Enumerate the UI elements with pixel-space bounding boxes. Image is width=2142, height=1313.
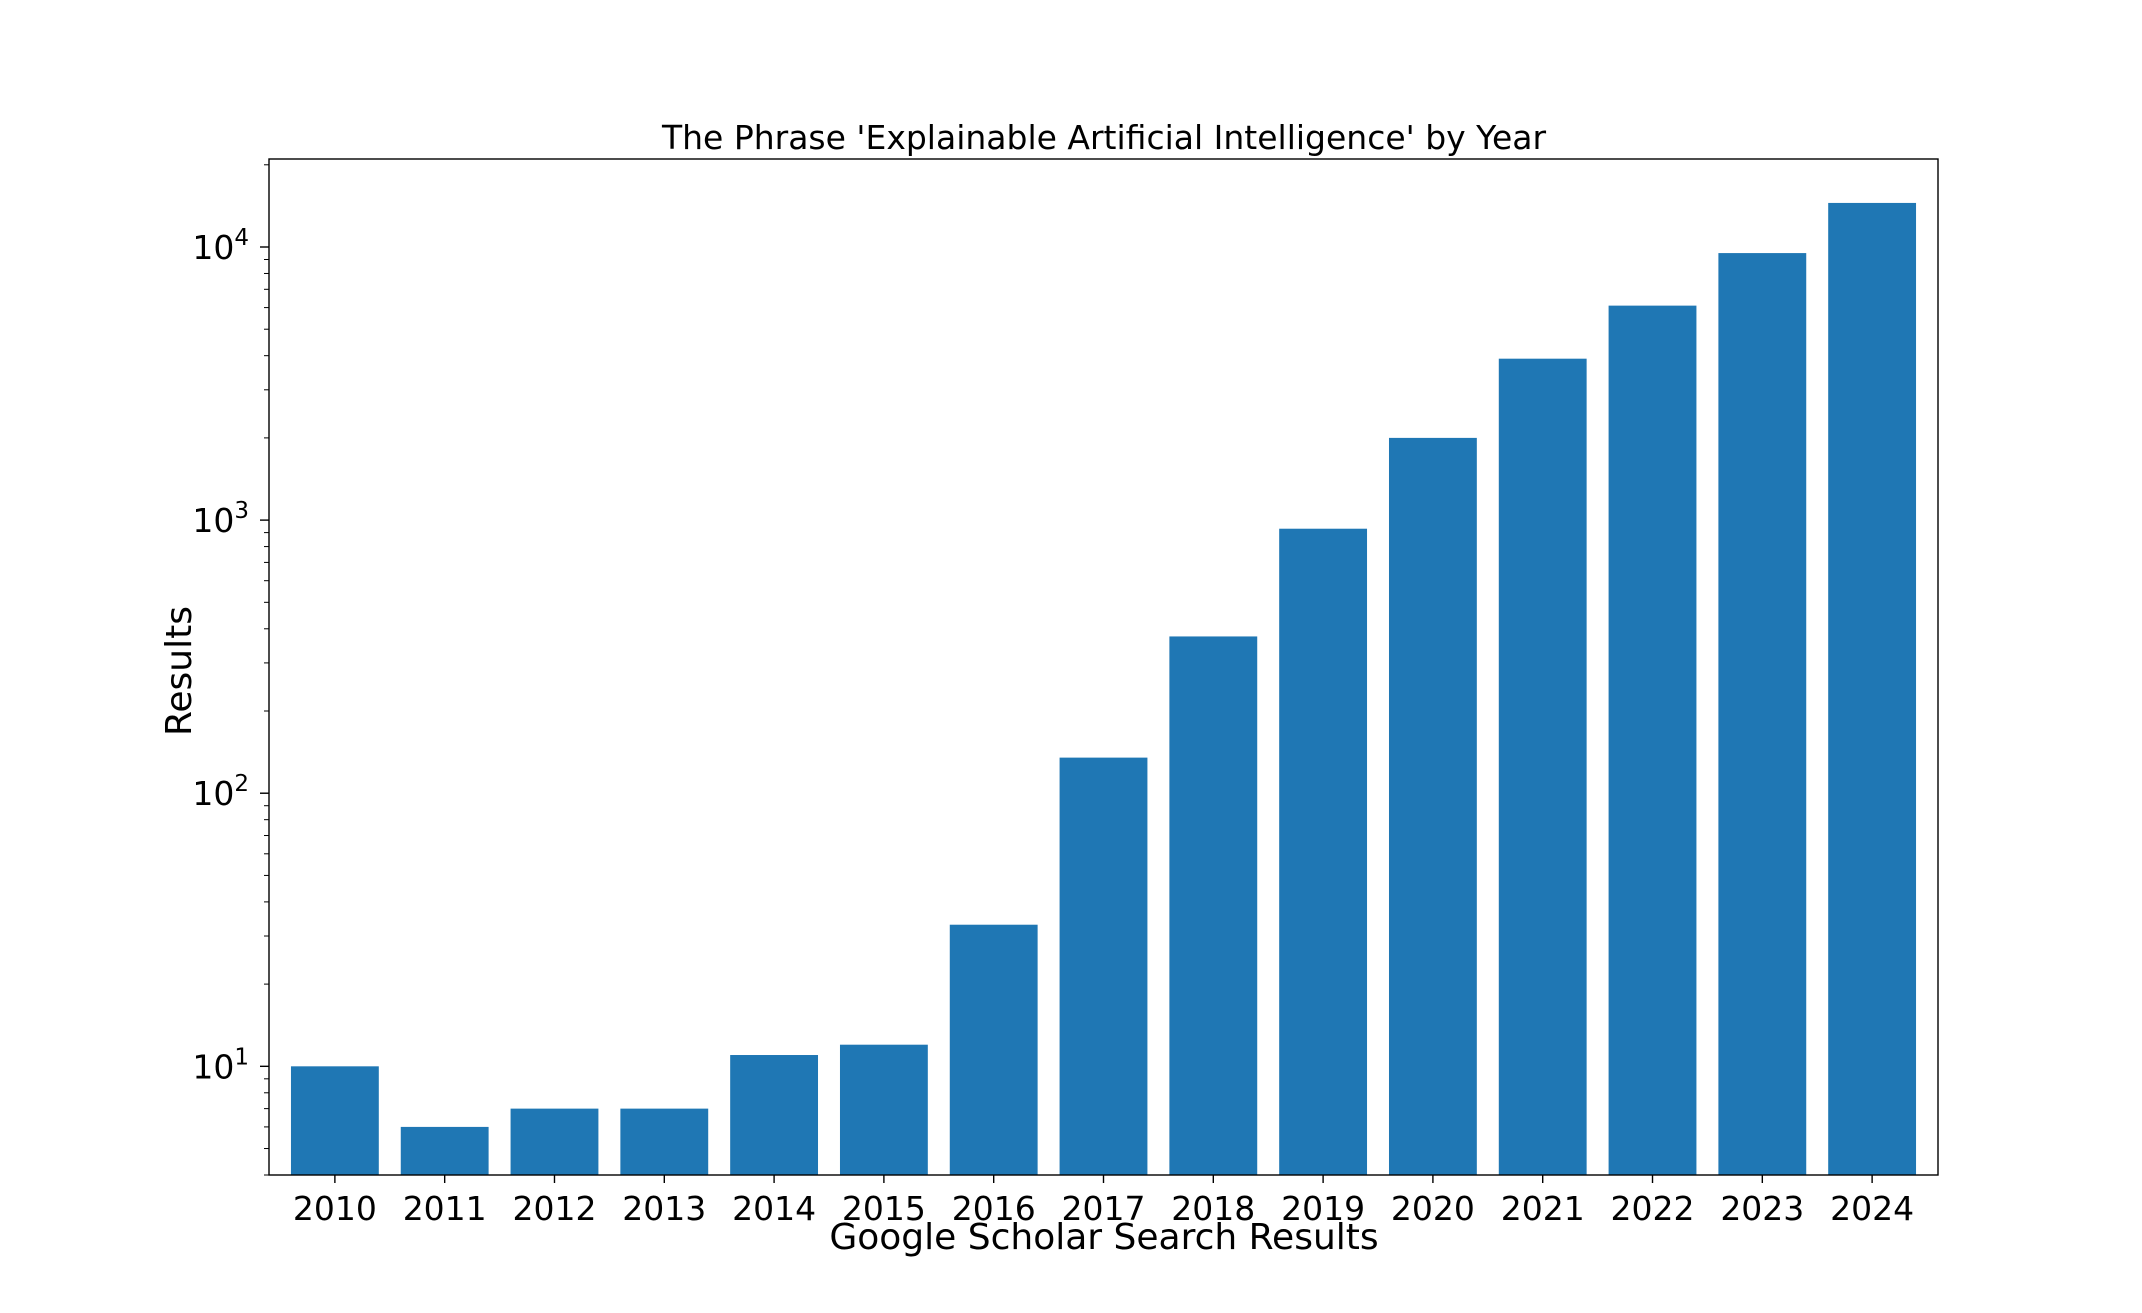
x-tick-label: 2021 (1501, 1189, 1585, 1228)
bar-2023 (1718, 253, 1807, 1175)
y-axis-label: Results (159, 606, 200, 736)
bar-2021 (1498, 358, 1587, 1175)
x-tick-label: 2023 (1720, 1189, 1804, 1228)
x-tick-label: 2010 (293, 1189, 377, 1228)
x-tick-label: 2019 (1281, 1189, 1365, 1228)
bars-group (290, 202, 1917, 1175)
x-tick-label: 2018 (1171, 1189, 1255, 1228)
x-tick-label: 2013 (622, 1189, 706, 1228)
y-tick-label: 103 (192, 498, 249, 540)
x-axis-ticks: 2010 2011 2012 2013 2014 2015 2016 2017 2018 2019… (293, 1175, 1914, 1228)
plot-area-frame (268, 158, 1939, 1176)
bar-2011 (400, 1126, 489, 1175)
x-tick-label: 2022 (1611, 1189, 1695, 1228)
x-tick-label: 2020 (1391, 1189, 1475, 1228)
y-tick-label: 102 (192, 771, 249, 813)
y-axis-ticks: 101 102 103 104 (192, 164, 269, 1176)
bar-2017 (1059, 757, 1148, 1175)
bar-2015 (839, 1044, 928, 1175)
x-axis-label: Google Scholar Search Results (829, 1217, 1378, 1258)
x-tick-label: 2017 (1062, 1189, 1146, 1228)
bar-2014 (730, 1055, 819, 1175)
x-tick-label: 2024 (1830, 1189, 1914, 1228)
x-tick-label: 2016 (952, 1189, 1036, 1228)
x-tick-label: 2011 (403, 1189, 487, 1228)
chart-title: The Phrase 'Explainable Artificial Intel… (661, 118, 1547, 157)
y-tick-label: 101 (192, 1044, 249, 1086)
bar-2013 (620, 1108, 709, 1175)
bar-2010 (290, 1066, 379, 1175)
y-tick-label: 104 (192, 225, 249, 267)
bar-2020 (1388, 437, 1477, 1175)
x-tick-label: 2012 (512, 1189, 596, 1228)
bar-2019 (1279, 528, 1368, 1175)
bar-2016 (949, 924, 1038, 1175)
x-tick-label: 2014 (732, 1189, 816, 1228)
bar-2022 (1608, 305, 1697, 1175)
bar-2024 (1828, 202, 1917, 1175)
bar-2018 (1169, 636, 1258, 1175)
bar-2012 (510, 1108, 599, 1175)
x-tick-label: 2015 (842, 1189, 926, 1228)
